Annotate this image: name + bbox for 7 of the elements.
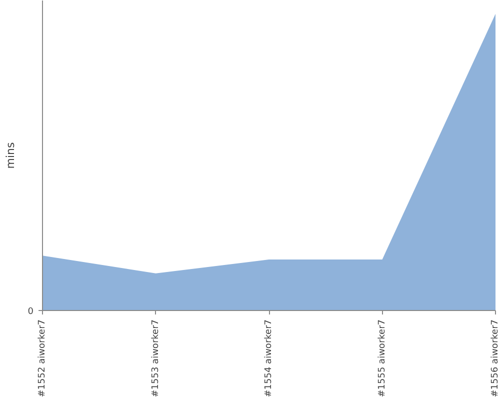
x-tick-label: #1554 aiworker7 — [264, 319, 274, 398]
text: 0 — [28, 307, 34, 317]
y-axis-title: mins — [4, 142, 17, 169]
x-tick-label: #1556 aiworker7 — [490, 319, 500, 398]
x-tick-label: #1555 aiworker7 — [377, 319, 388, 398]
x-tick-label: #1553 aiworker7 — [150, 319, 161, 398]
x-tick-label: #1552 aiworker7 — [38, 319, 48, 398]
